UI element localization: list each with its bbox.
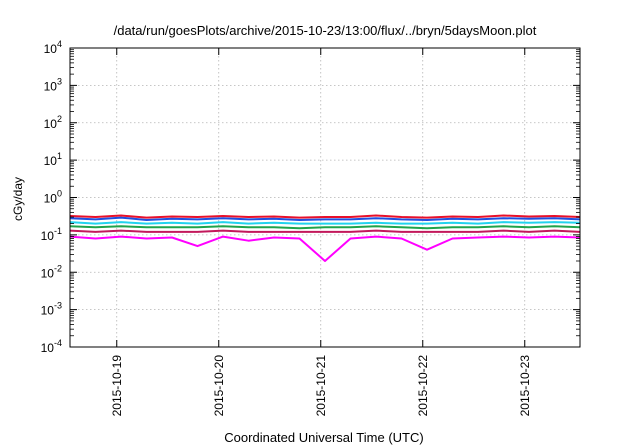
y-tick-label: 101 xyxy=(44,151,62,168)
series-line xyxy=(69,216,581,221)
y-axis-label: cGy/day xyxy=(11,177,25,221)
y-tick-label: 104 xyxy=(44,39,62,56)
series-line xyxy=(69,229,581,233)
series-line xyxy=(69,235,581,262)
x-tick-label: 2015-10-23 xyxy=(518,355,532,417)
y-tick-label: 100 xyxy=(44,189,62,206)
chart-title: /data/run/goesPlots/archive/2015-10-23/1… xyxy=(114,23,537,38)
x-tick-label: 2015-10-20 xyxy=(212,355,226,417)
x-tick-label: 2015-10-21 xyxy=(314,355,328,417)
y-tick-label: 10-2 xyxy=(41,263,62,280)
y-tick-label: 10-4 xyxy=(41,338,62,355)
x-tick-label: 2015-10-22 xyxy=(416,355,430,417)
x-tick-label: 2015-10-19 xyxy=(110,355,124,417)
grid xyxy=(70,48,580,347)
y-tick-label: 10-1 xyxy=(41,226,62,243)
y-tick-label: 10-3 xyxy=(41,301,62,318)
y-tick-label: 102 xyxy=(44,114,62,131)
x-axis: 2015-10-19 2015-10-20 2015-10-21 2015-10-22… xyxy=(110,48,532,416)
series-line xyxy=(69,221,581,225)
series-line xyxy=(69,214,581,219)
y-axis: 10-4 10-3 10-2 10-1 100 101 102 103 104 xyxy=(41,39,580,355)
series-layer xyxy=(69,214,581,262)
x-axis-label: Coordinated Universal Time (UTC) xyxy=(224,430,423,445)
series-line xyxy=(69,225,581,230)
y-tick-label: 103 xyxy=(44,76,62,93)
